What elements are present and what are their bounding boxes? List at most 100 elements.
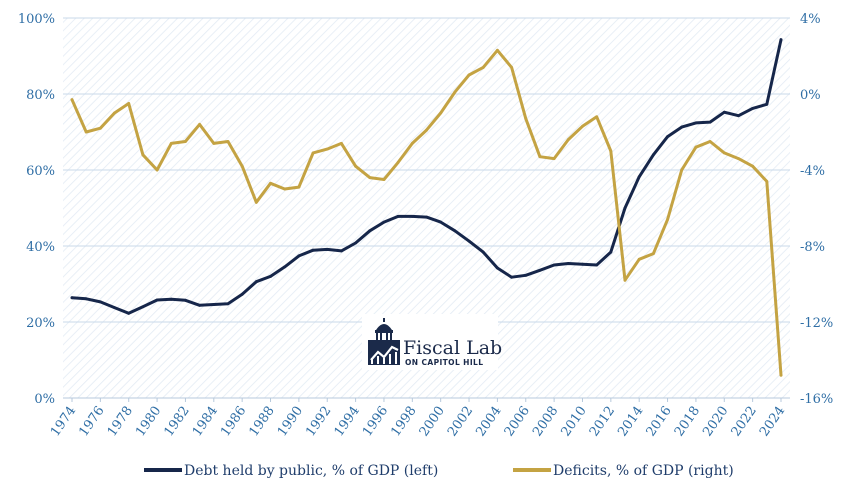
data-point-debt	[765, 102, 769, 106]
data-point-debt	[496, 266, 499, 270]
data-point-deficits	[708, 140, 712, 143]
data-point-deficits	[84, 130, 88, 134]
data-point-deficits	[496, 48, 499, 52]
data-point-debt	[240, 292, 244, 296]
data-point-deficits	[396, 161, 400, 164]
data-point-debt	[708, 120, 712, 124]
y-right-tick-label: -4%	[800, 164, 825, 179]
data-point-debt	[368, 229, 372, 233]
data-point-debt	[439, 220, 443, 224]
data-point-deficits	[368, 176, 372, 180]
data-point-debt	[453, 229, 457, 233]
data-point-debt	[283, 265, 287, 269]
data-point-debt	[127, 311, 131, 315]
y-left-tick-label: 60%	[26, 164, 55, 179]
legend-label-debt: Debt held by public, % of GDP (left)	[184, 463, 438, 479]
data-point-deficits	[382, 178, 386, 181]
data-point-debt	[297, 254, 301, 258]
data-point-deficits	[722, 151, 726, 155]
data-point-deficits	[566, 138, 570, 142]
data-point-debt	[99, 300, 102, 304]
x-tick-label: 1986	[218, 404, 249, 440]
data-point-debt	[382, 220, 386, 224]
data-point-deficits	[595, 115, 599, 119]
data-point-deficits	[751, 164, 754, 168]
data-point-debt	[425, 215, 428, 219]
x-tick-label: 1994	[332, 404, 363, 440]
data-point-debt	[113, 306, 116, 309]
data-point-deficits	[425, 128, 428, 132]
data-point-deficits	[354, 164, 357, 168]
fiscal-lab-logo: Fiscal Lab ON CAPITOL HILL	[362, 314, 502, 370]
x-tick-label: 2024	[757, 404, 788, 440]
data-point-deficits	[524, 117, 528, 121]
data-point-deficits	[680, 168, 684, 172]
data-point-debt	[538, 268, 542, 272]
x-tick-label: 2000	[417, 404, 448, 440]
x-tick-label: 2002	[445, 404, 476, 440]
data-point-debt	[70, 296, 74, 300]
data-point-deficits	[765, 180, 769, 183]
x-tick-label: 2020	[700, 404, 731, 440]
x-tick-label: 1976	[76, 404, 107, 440]
x-tick-label: 2016	[644, 404, 675, 440]
data-point-debt	[198, 303, 202, 307]
y-left-tick-label: 20%	[26, 316, 55, 331]
left-axis: 0% 20% 40% 60% 80% 100%	[18, 12, 55, 407]
x-tick-label: 1978	[105, 404, 136, 440]
data-point-debt	[566, 262, 570, 265]
data-point-deficits	[510, 66, 513, 69]
data-point-debt	[510, 275, 513, 279]
data-point-debt	[481, 250, 485, 254]
x-tick-label: 1992	[303, 404, 334, 440]
data-point-debt	[652, 153, 655, 157]
x-tick-label: 1980	[133, 404, 164, 440]
data-point-debt	[212, 303, 216, 306]
data-point-debt	[524, 273, 528, 277]
data-point-deficits	[283, 187, 287, 191]
data-point-deficits	[637, 257, 641, 261]
data-point-debt	[680, 125, 684, 129]
y-left-tick-label: 80%	[26, 88, 55, 103]
data-point-deficits	[297, 185, 301, 189]
data-point-deficits	[99, 126, 102, 130]
x-tick-label: 1996	[360, 404, 391, 440]
data-point-debt	[396, 215, 400, 218]
x-tick-label: 2014	[615, 404, 646, 440]
x-tick-label: 1984	[190, 404, 221, 440]
data-point-debt	[354, 241, 357, 245]
y-left-tick-label: 100%	[18, 12, 55, 27]
data-point-deficits	[340, 142, 343, 145]
logo-subtitle: ON CAPITOL HILL	[405, 358, 483, 367]
data-point-deficits	[453, 90, 457, 94]
data-point-deficits	[269, 181, 272, 185]
data-point-debt	[581, 262, 584, 266]
y-right-tick-label: -8%	[800, 240, 825, 255]
data-point-debt	[340, 249, 343, 253]
x-tick-label: 2012	[587, 404, 618, 440]
data-point-deficits	[70, 98, 74, 102]
x-tick-label: 2004	[473, 404, 504, 440]
data-point-debt	[751, 107, 754, 110]
data-point-deficits	[481, 66, 485, 69]
y-right-tick-label: 4%	[800, 12, 821, 27]
data-point-debt	[184, 298, 187, 302]
data-point-debt	[779, 38, 783, 42]
x-tick-label: 2010	[558, 404, 589, 440]
x-tick-label: 1998	[388, 404, 419, 440]
data-point-debt	[722, 110, 726, 114]
data-point-deficits	[538, 155, 542, 159]
legend: Debt held by public, % of GDP (left) Def…	[144, 463, 734, 479]
data-point-deficits	[254, 200, 258, 204]
x-tick-label: 1974	[48, 404, 79, 440]
y-right-tick-label: -16%	[800, 392, 833, 407]
legend-label-deficits: Deficits, % of GDP (right)	[553, 463, 734, 479]
data-point-deficits	[623, 278, 627, 282]
data-point-deficits	[198, 123, 202, 126]
data-point-debt	[410, 215, 414, 218]
x-tick-label: 2008	[530, 404, 561, 440]
data-point-deficits	[155, 168, 159, 172]
x-tick-label: 2006	[502, 404, 533, 440]
data-point-deficits	[609, 149, 613, 153]
